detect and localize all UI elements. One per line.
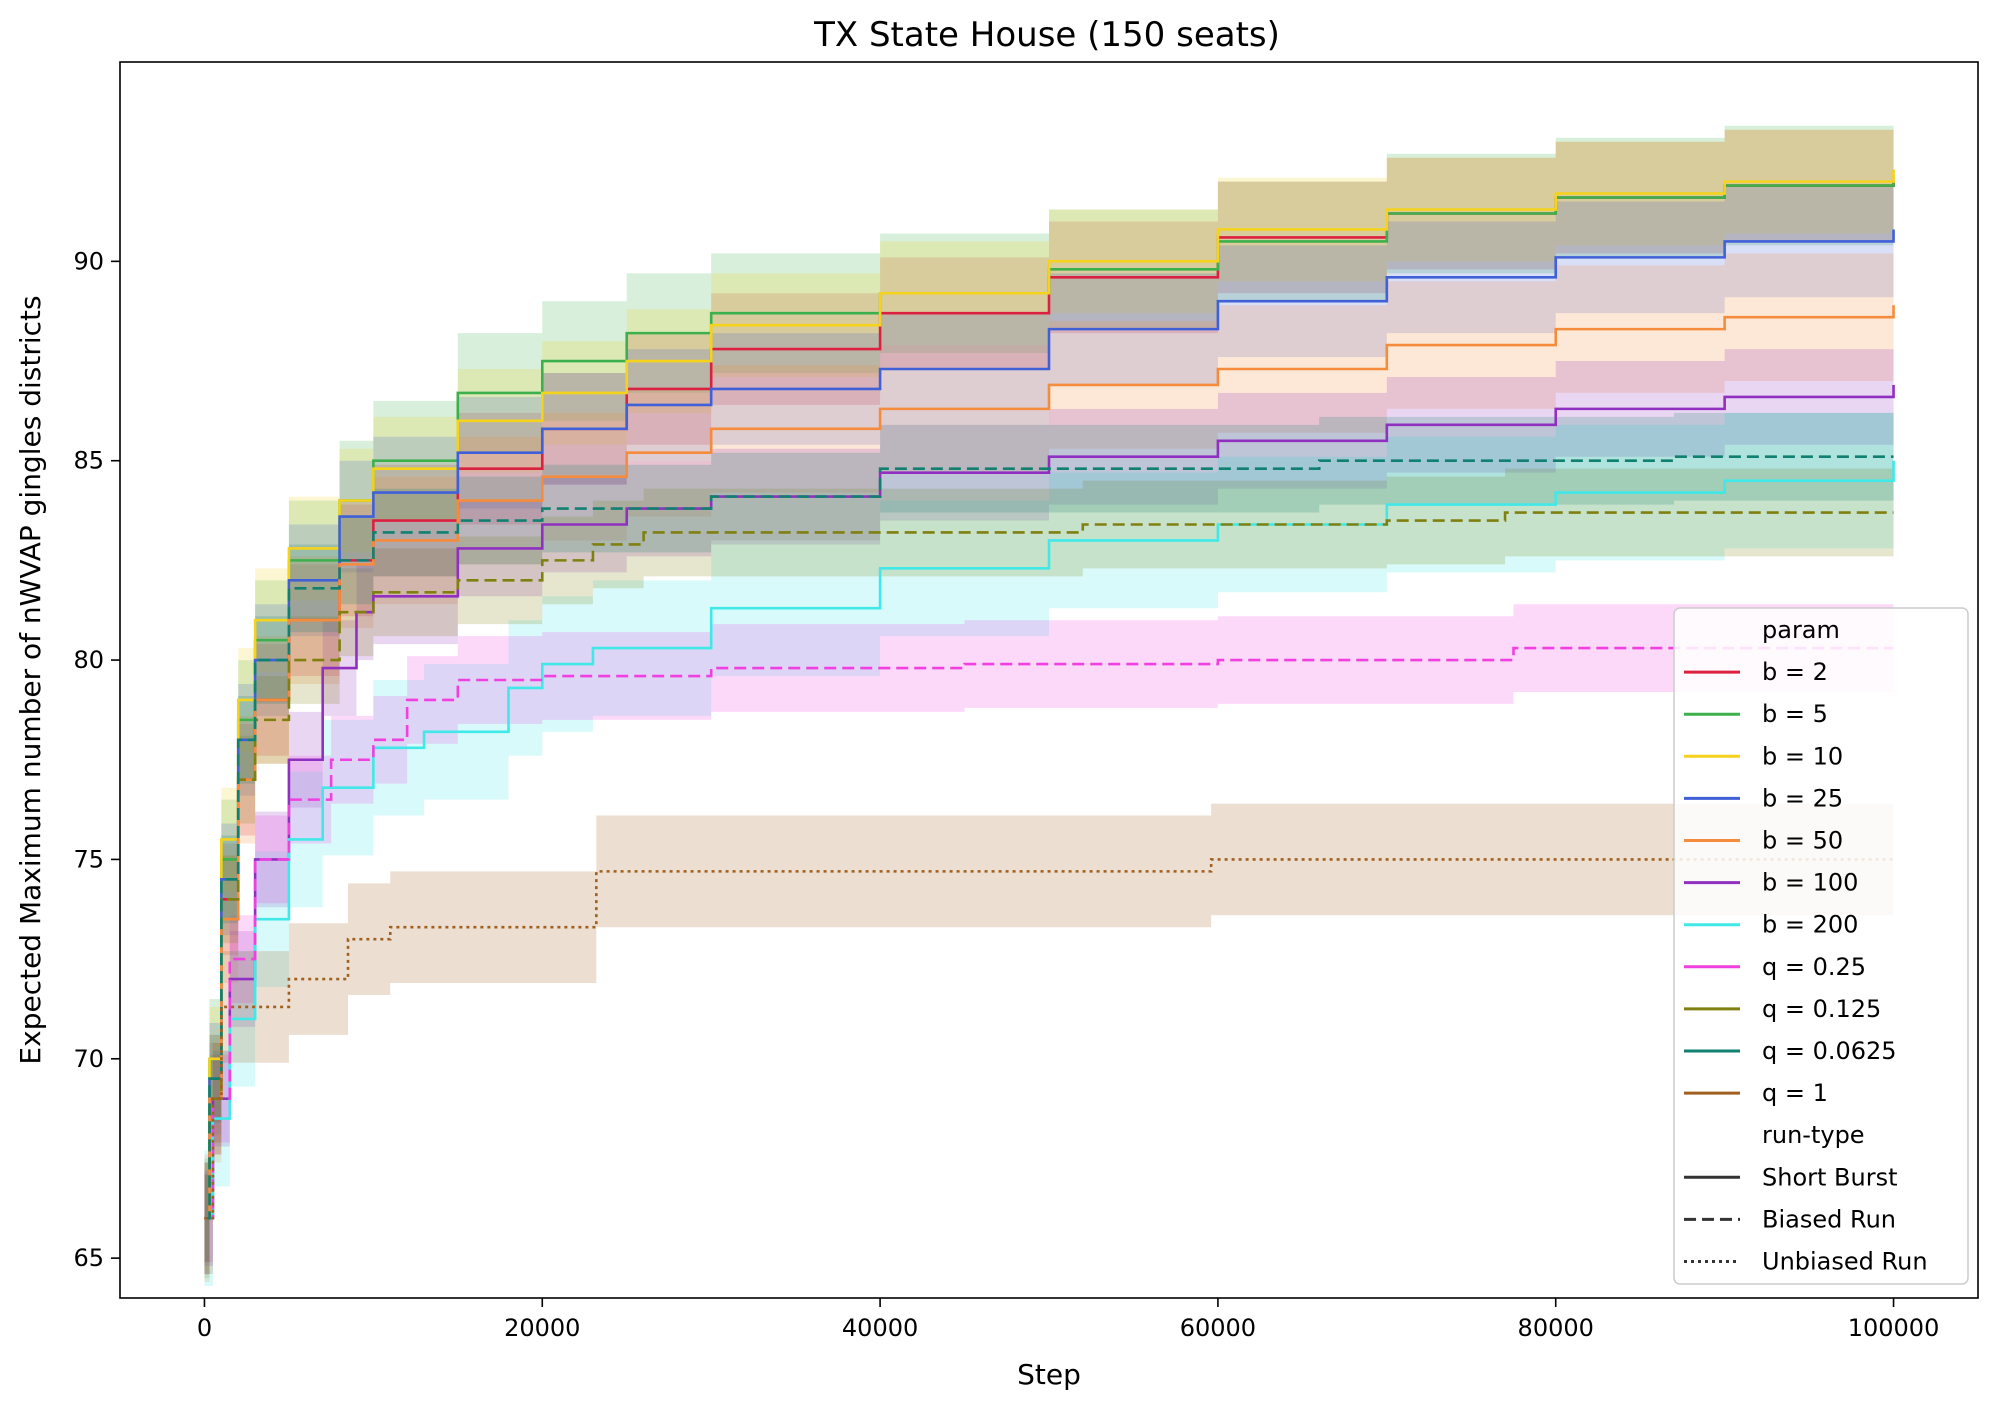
legend-param-title: param: [1762, 616, 1840, 644]
y-tick-label: 65: [73, 1244, 104, 1272]
band-q-0-0625: [204, 412, 1894, 1263]
legend-label-short-burst: Short Burst: [1762, 1163, 1898, 1191]
y-tick-label: 85: [73, 447, 104, 475]
y-tick-label: 75: [73, 845, 104, 873]
y-axis-label: Expected Maximum number of nWVAP gingles…: [14, 295, 47, 1064]
legend-box: [1673, 607, 1969, 1285]
band-b-200: [204, 392, 1894, 1287]
chart-title: TX State House (150 seats): [813, 15, 1280, 55]
legend-label-b-25: b = 25: [1762, 784, 1843, 812]
series-lines: [204, 169, 1895, 1220]
x-tick-label: 20000: [504, 1314, 580, 1342]
legend-runtype-title: run-type: [1762, 1121, 1865, 1149]
x-tick-label: 80000: [1518, 1314, 1594, 1342]
legend-label-b-10: b = 10: [1762, 742, 1843, 770]
line-q-0-125: [204, 511, 1894, 1220]
legend: param b = 2 b = 5 b = 10 b = 25 b = 50 b = 100…: [1673, 607, 1969, 1285]
legend-label-b-2: b = 2: [1762, 658, 1828, 686]
x-axis-label: Step: [1017, 1358, 1081, 1391]
legend-label-q-0-125: q = 0.125: [1762, 995, 1881, 1023]
legend-label-b-200: b = 200: [1762, 911, 1858, 939]
x-tick-label: 0: [197, 1314, 212, 1342]
legend-label-unbiased-run: Unbiased Run: [1762, 1248, 1928, 1276]
y-tick-label: 80: [73, 646, 104, 674]
x-tick-label: 40000: [842, 1314, 918, 1342]
band-q-1: [204, 803, 1894, 1275]
legend-label-b-100: b = 100: [1762, 869, 1858, 897]
x-axis: 0 20000 40000 60000 80000 100000: [197, 1298, 1940, 1342]
legend-label-biased-run: Biased Run: [1762, 1205, 1896, 1233]
legend-label-b-50: b = 50: [1762, 827, 1843, 855]
x-tick-label: 100000: [1848, 1314, 1940, 1342]
legend-label-q-0-25: q = 0.25: [1762, 953, 1866, 981]
line-b-100: [204, 384, 1895, 1220]
plot-frame: [119, 61, 1979, 1299]
band-b-100: [204, 337, 1894, 1267]
legend-label-q-1: q = 1: [1762, 1079, 1828, 1107]
legend-label-q-0-0625: q = 0.0625: [1762, 1037, 1897, 1065]
legend-label-b-5: b = 5: [1762, 700, 1828, 728]
y-axis: 65 70 75 80 85 90: [73, 247, 120, 1272]
x-tick-label: 60000: [1180, 1314, 1256, 1342]
y-tick-label: 70: [73, 1045, 104, 1073]
y-tick-label: 90: [73, 247, 104, 275]
band-b-25: [204, 173, 1894, 1275]
line-q-1: [204, 858, 1894, 1220]
band-b-50: [204, 241, 1894, 1283]
band-q-0-125: [204, 468, 1894, 1263]
line-q-0-0625: [204, 455, 1894, 1220]
line-q-0-25: [204, 646, 1894, 1220]
line-b-10: [204, 169, 1895, 1220]
